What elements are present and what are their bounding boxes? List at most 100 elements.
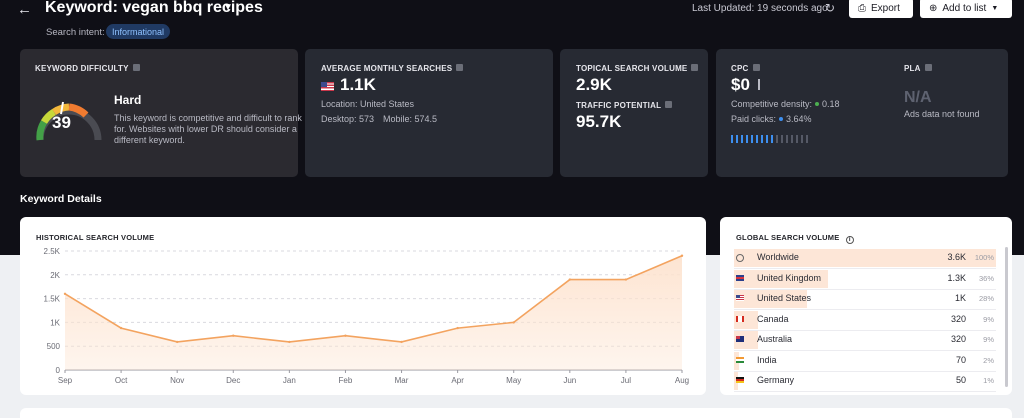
country-row[interactable]: Worldwide 3.6K 100% — [734, 248, 996, 268]
bar-segment — [736, 135, 738, 143]
caret-down-icon[interactable]: ▼ — [223, 2, 233, 13]
green-dot-icon — [815, 102, 820, 106]
country-percent: 9% — [983, 314, 994, 324]
add-to-list-button[interactable]: ⊕ Add to list ▼ — [920, 0, 1012, 18]
bar-segment — [796, 135, 798, 143]
country-name: United States — [757, 293, 812, 303]
row-divider — [734, 370, 996, 372]
data-point — [456, 326, 459, 330]
global-title: GLOBAL SEARCH VOLUME — [736, 233, 840, 242]
info-circle-icon[interactable]: i — [845, 236, 854, 244]
country-row[interactable]: Australia 320 9% — [734, 330, 996, 350]
keyword-title[interactable]: Keyword: vegan bbq recipes — [45, 0, 263, 16]
last-updated-text: Last Updated: 19 seconds ago — [692, 3, 828, 14]
keyword-difficulty-card: KEYWORD DIFFICULTY 39 Hard This keyword … — [20, 49, 302, 177]
info-icon[interactable] — [456, 64, 464, 71]
scrollbar[interactable] — [1005, 247, 1008, 387]
bar-segment — [731, 135, 733, 143]
add-to-list-label: Add to list — [942, 2, 987, 14]
paid-clicks-label: Paid clicks: — [731, 114, 777, 124]
blue-dot-icon — [779, 117, 784, 121]
volume-share-bar — [734, 331, 758, 349]
data-point — [288, 340, 291, 344]
page-header: ← Keyword: vegan bbq recipes ▼ Last Upda… — [0, 0, 1024, 48]
bar-segment — [766, 135, 768, 143]
country-row[interactable]: Canada 320 9% — [734, 310, 996, 330]
kd-label-wrap: KEYWORD DIFFICULTY — [35, 64, 140, 73]
country-row[interactable]: India 70 2% — [734, 351, 996, 371]
bar-segment — [801, 135, 803, 143]
row-divider — [734, 391, 996, 392]
y-tick-label: 1.5K — [44, 295, 61, 304]
bar-segment — [761, 135, 763, 143]
ca-flag-icon — [736, 315, 744, 322]
search-intent-badge: Informational — [106, 24, 171, 39]
x-tick-label: Mar — [395, 376, 409, 385]
bar-segment — [781, 135, 783, 143]
competitive-density-value: 0.18 — [822, 99, 840, 109]
volume-share-bar — [734, 310, 758, 329]
data-point — [344, 334, 347, 337]
series-line — [64, 255, 683, 343]
x-tick-label: Sep — [58, 376, 73, 385]
tsv-value: 2.9K — [576, 75, 612, 94]
export-button[interactable]: ⎙ Export — [849, 0, 913, 18]
bar-segment — [791, 135, 793, 143]
pla-label: PLA — [904, 64, 921, 73]
info-icon[interactable] — [132, 64, 140, 71]
search-intent-label: Search intent: — [46, 27, 105, 38]
country-name: India — [757, 354, 777, 365]
country-percent: 9% — [983, 335, 994, 344]
refresh-icon[interactable]: ↻ — [825, 1, 836, 15]
ams-mobile: Mobile: 574.5 — [383, 114, 438, 124]
kd-level: Hard — [114, 93, 142, 107]
x-tick-label: Aug — [675, 376, 689, 385]
globe-flag-icon — [736, 254, 744, 262]
info-icon[interactable] — [665, 101, 673, 108]
country-row[interactable]: United Kingdom 1.3K 36% — [734, 269, 996, 289]
bar-segment — [741, 135, 743, 143]
x-tick-label: Oct — [115, 376, 128, 385]
in-flag-icon — [736, 356, 744, 363]
bar-segment — [751, 135, 753, 143]
data-point — [232, 334, 235, 337]
ams-value-wrap: 1.1K — [321, 75, 376, 95]
paid-clicks: Paid clicks: 3.64% — [731, 114, 812, 124]
back-arrow-icon[interactable]: ← — [17, 1, 32, 18]
plus-circle-icon: ⊕ — [929, 2, 938, 14]
global-search-volume-panel: GLOBAL SEARCH VOLUME i Worldwide 3.6K 100%… — [720, 217, 1012, 395]
cpc-value: $0 — [731, 75, 750, 94]
volume-share-bar — [734, 249, 996, 267]
kd-label: KEYWORD DIFFICULTY — [35, 64, 129, 73]
country-volume: 50 — [955, 375, 966, 385]
tp-label-wrap: TRAFFIC POTENTIAL — [576, 101, 673, 110]
data-point — [175, 340, 179, 344]
average-monthly-searches-card: AVERAGE MONTHLY SEARCHES 1.1K Location: … — [305, 49, 553, 177]
data-point — [568, 278, 572, 281]
country-volume: 3.6K — [947, 252, 966, 262]
ams-label: AVERAGE MONTHLY SEARCHES — [321, 64, 453, 73]
tsv-label: TOPICAL SEARCH VOLUME — [576, 64, 688, 73]
info-icon[interactable] — [924, 64, 932, 71]
info-icon[interactable] — [752, 64, 760, 71]
pla-label-wrap: PLA — [904, 64, 932, 73]
competitive-density: Competitive density: 0.18 — [731, 99, 840, 109]
country-row[interactable]: United States 1K 28% — [734, 289, 996, 309]
kd-description: This keyword is competitive and difficul… — [114, 113, 302, 145]
historical-search-volume-panel: HISTORICAL SEARCH VOLUME 0 500 1K 1.5K 2K 2.5… — [20, 217, 706, 395]
pla-value: N/A — [904, 89, 932, 106]
x-tick-label: Jan — [283, 376, 296, 385]
traffic-potential-value: 95.7K — [576, 112, 622, 131]
traffic-potential-label: TRAFFIC POTENTIAL — [576, 101, 662, 110]
competition-bars — [731, 135, 808, 143]
country-row[interactable]: Germany 50 1% — [734, 371, 996, 391]
kd-gauge — [36, 101, 102, 141]
kd-value: 39 — [52, 113, 71, 132]
ams-value: 1.1K — [340, 75, 376, 94]
x-tick-label: Jul — [621, 376, 631, 385]
data-point — [400, 340, 403, 344]
volume-share-bar — [734, 269, 829, 288]
info-icon[interactable] — [691, 64, 699, 71]
y-tick-label: 2K — [50, 271, 60, 280]
data-point — [63, 292, 67, 296]
